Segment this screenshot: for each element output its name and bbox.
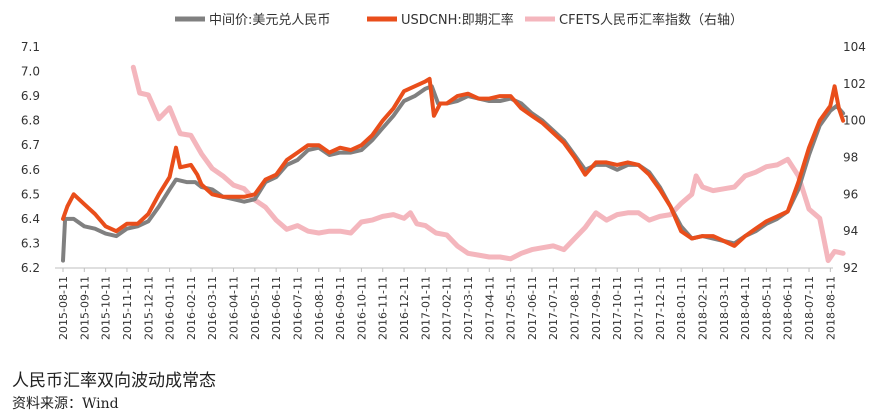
chart-caption: 人民币汇率双向波动成常态 [12,371,216,391]
x-tick-label: 2017-09-11 [590,276,603,340]
y-left-tick-label: 6.3 [21,236,40,250]
legend-label-0: 中间价:美元兑人民币 [209,13,330,28]
legend-label-2: CFETS人民币汇率指数（右轴） [559,12,743,28]
y-left-tick-label: 6.7 [21,138,40,152]
y-right-tick-label: 98 [843,151,858,165]
x-tick-label: 2016-10-11 [355,276,368,340]
x-tick-label: 2016-06-11 [270,276,283,340]
x-tick-label: 2017-10-11 [611,276,624,340]
y-left-tick-label: 6.4 [21,212,40,226]
x-tick-label: 2016-11-11 [377,276,390,340]
x-tick-label: 2016-04-11 [228,276,241,340]
x-tick-label: 2016-02-11 [185,276,198,340]
x-tick-label: 2016-05-11 [249,276,262,340]
y-right-tick-label: 104 [843,40,866,54]
x-tick-label: 2018-03-11 [718,276,731,340]
x-tick-label: 2016-03-11 [206,276,219,340]
x-tick-label: 2018-06-11 [782,276,795,340]
x-tick-label: 2016-01-11 [164,276,177,340]
x-tick-label: 2015-10-11 [100,276,113,340]
x-tick-label: 2017-06-11 [526,276,539,340]
x-tick-label: 2018-08-11 [824,276,837,340]
x-tick-label: 2015-11-11 [121,276,134,340]
x-tick-label: 2015-12-11 [142,276,155,340]
x-tick-label: 2017-01-11 [419,276,432,340]
x-tick-label: 2017-02-11 [441,276,454,340]
y-left-tick-label: 6.9 [21,89,40,103]
x-tick-label: 2018-05-11 [760,276,773,340]
x-tick-label: 2018-02-11 [696,276,709,340]
y-right-tick-label: 92 [843,261,858,275]
x-tick-label: 2015-09-11 [78,276,91,340]
x-tick-label: 2016-09-11 [334,276,347,340]
y-right-tick-label: 102 [843,77,866,91]
y-right-tick-label: 100 [843,114,866,128]
x-tick-label: 2016-07-11 [291,276,304,340]
legend-label-1: USDCNH:即期汇率 [401,12,514,28]
y-right-tick-label: 94 [843,224,858,238]
series-lines [61,64,846,264]
y-right-tick-label: 96 [843,187,858,201]
y-left-tick-label: 7.1 [21,40,40,54]
x-tick-label: 2017-11-11 [633,276,646,340]
y-left-tick-label: 7.0 [21,65,40,79]
series-line-0 [61,84,846,263]
x-tick-label: 2017-07-11 [547,276,560,340]
y-left-tick-label: 6.6 [21,163,40,177]
series-line-1 [61,76,846,248]
x-tick-label: 2017-05-11 [505,276,518,340]
y-left-tick-label: 6.5 [21,187,40,201]
y-left-tick-label: 6.8 [21,114,40,128]
exchange-rate-chart: 中间价:美元兑人民币 USDCNH:即期汇率 CFETS人民币汇率指数（右轴） 7.… [21,12,866,340]
x-tick-label: 2018-07-11 [803,276,816,340]
x-tick-label: 2018-04-11 [739,276,752,340]
x-tick-label: 2016-12-11 [398,276,411,340]
series-line-2 [130,64,846,264]
x-tick-label: 2016-08-11 [313,276,326,340]
x-tick-label: 2017-12-11 [654,276,667,340]
x-tick-label: 2015-08-11 [57,276,70,340]
y-left-tick-label: 6.2 [21,261,40,275]
y-axis-left: 7.1 7.0 6.9 6.8 6.7 6.6 6.5 6.4 6.3 6.2 [21,40,40,275]
x-tick-label: 2017-03-11 [462,276,475,340]
y-axis-right: 104 102 100 98 96 94 92 [843,40,866,275]
x-axis: 2015-08-11 2015-09-11 2015-10-11 2015-11-11… [57,268,837,340]
x-tick-label: 2018-01-11 [675,276,688,340]
source-note: 资料来源：Wind [12,396,119,412]
x-tick-label: 2017-04-11 [483,276,496,340]
x-tick-label: 2017-08-11 [569,276,582,340]
legend: 中间价:美元兑人民币 USDCNH:即期汇率 CFETS人民币汇率指数（右轴） [175,12,743,28]
